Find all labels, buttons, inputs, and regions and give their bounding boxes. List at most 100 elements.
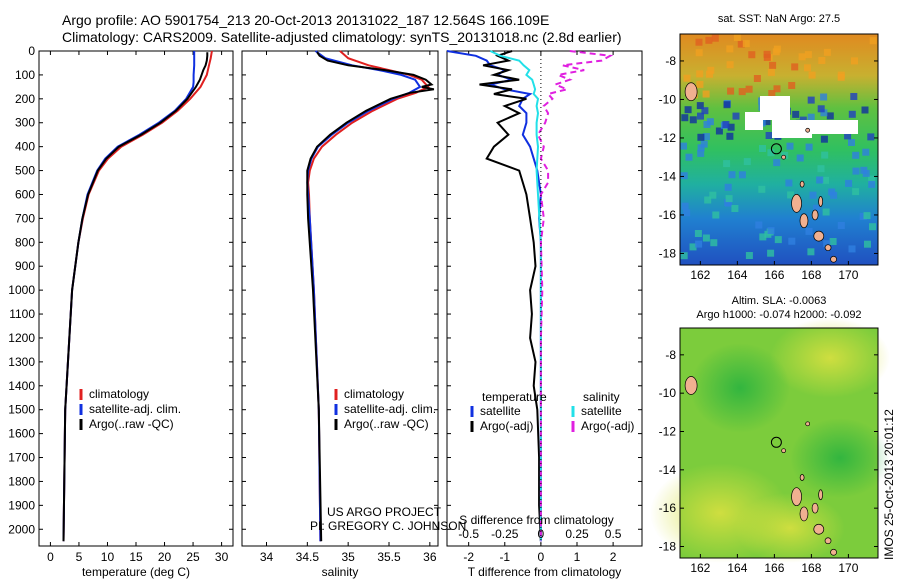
sst-pixel (772, 48, 780, 56)
sst-pixel (755, 221, 763, 229)
island-shape (791, 194, 802, 213)
legend-entry: Argo(-adj) (480, 419, 533, 433)
island-shape (824, 537, 832, 545)
sst-pixel (848, 110, 856, 118)
legend-entry: Argo(-adj) (581, 419, 634, 433)
sst-pixel (745, 85, 753, 93)
sst-pixel (697, 112, 704, 120)
sst-pixel (809, 191, 817, 199)
sst-pixel (863, 212, 871, 220)
sst-pixel (851, 57, 858, 65)
island-shape (818, 196, 823, 207)
sst-pixel (829, 238, 837, 245)
y-tick-label: 800 (15, 235, 35, 249)
x-tick-label: 166 (764, 268, 784, 282)
sst-pixel (852, 151, 860, 159)
map-subtitle: Argo h1000: -0.074 h2000: -0.092 (696, 309, 861, 321)
sst-pixel (697, 144, 705, 152)
y-tick-label: 1200 (8, 331, 35, 345)
y-tick-label: -14 (659, 463, 677, 477)
y-tick-label: 900 (15, 259, 35, 273)
sst-pixel (683, 209, 691, 217)
sst-pixel (723, 160, 731, 168)
y-tick-label: 1900 (8, 498, 35, 512)
x-tick-label: -2 (463, 550, 474, 564)
y-tick-label: 2000 (8, 522, 35, 536)
island-shape (781, 154, 786, 160)
sst-pixel (807, 96, 815, 104)
y-tick-label: 700 (15, 211, 35, 225)
sst-pixel (705, 36, 713, 44)
sst-pixel (864, 240, 871, 248)
map-frame (679, 33, 879, 266)
sst-pixel (695, 49, 703, 57)
island-shape (811, 502, 819, 514)
sst-pixel (753, 75, 761, 82)
island-shape (799, 180, 805, 188)
sst-pixel (796, 154, 804, 162)
island-shape (830, 255, 837, 263)
x-tick-label: 20 (158, 550, 172, 564)
sst-pixel (867, 133, 875, 141)
legend-heading: temperature (482, 390, 547, 404)
y-tick-label: 1600 (8, 427, 35, 441)
sst-pixel (724, 199, 732, 206)
sst-pixel (728, 171, 736, 179)
y-tick-label: 0 (28, 44, 35, 58)
island-shape (791, 487, 802, 507)
island-shape (781, 448, 786, 454)
x-axis-label: temperature (deg C) (82, 565, 190, 579)
sst-pixel (710, 239, 718, 247)
x-tick-label: 34 (260, 550, 274, 564)
sst-pixel (707, 66, 715, 74)
x-tick-label: 35 (341, 550, 355, 564)
sst-pixel (689, 243, 697, 251)
sst-pixel (768, 90, 776, 97)
sst-pixel (684, 106, 692, 114)
sst-pixel (869, 223, 876, 231)
y-tick-label: -16 (659, 208, 677, 222)
x-tick-label: 10 (101, 550, 115, 564)
x-tick-label: 164 (727, 268, 747, 282)
sla-blob (770, 318, 890, 398)
x-tick-label: 15 (129, 550, 143, 564)
float-marker (770, 143, 782, 155)
s-tick-label: 0 (538, 527, 545, 541)
y-tick-label: -12 (659, 425, 677, 439)
y-tick-label: 100 (15, 68, 35, 82)
s-tick-label: -0.5 (458, 527, 479, 541)
salinity-chart: 34 34.5 35 35.5 36 salinity climatologysatelli… (241, 50, 439, 579)
island-shape (830, 548, 837, 556)
sst-pixel (763, 118, 771, 126)
sst-pixel (850, 93, 858, 100)
island-shape (684, 376, 698, 395)
sst-pixel (724, 183, 732, 191)
project-line2: PI: GREGORY C. JOHNSON (310, 519, 466, 533)
sst-pixel (767, 249, 775, 257)
header-line2: Climatology: CARS2009. Satellite-adjuste… (62, 29, 622, 45)
sst-pixel (844, 132, 852, 140)
sst-pixel (837, 73, 845, 81)
sst-pixel (820, 135, 828, 143)
island-shape (811, 209, 819, 221)
y-tick-label: -14 (659, 169, 677, 183)
island-shape (684, 82, 698, 102)
s-tick-label: -0.25 (491, 527, 519, 541)
x-tick-label: 36 (423, 550, 437, 564)
legend-entry: Argo(..raw -QC) (344, 417, 429, 431)
sst-pixel (773, 159, 781, 167)
sst-pixel (820, 93, 828, 101)
y-tick-label: 1800 (8, 474, 35, 488)
sst-pixel (769, 61, 777, 69)
sst-pixel (805, 143, 813, 151)
y-tick-label: 500 (15, 164, 35, 178)
cloud-gap (745, 112, 763, 130)
x-tick-label: 35.5 (377, 550, 401, 564)
y-tick-label: -8 (665, 348, 676, 362)
s-tick-label: 0.5 (605, 527, 622, 541)
island-shape (818, 489, 823, 501)
sla-map: 162 164 166 168 170 -8 -10 -12 -14 -16 -18 Altim. S… (650, 295, 890, 575)
sst-pixel (773, 85, 781, 93)
sst-pixel (748, 51, 756, 59)
